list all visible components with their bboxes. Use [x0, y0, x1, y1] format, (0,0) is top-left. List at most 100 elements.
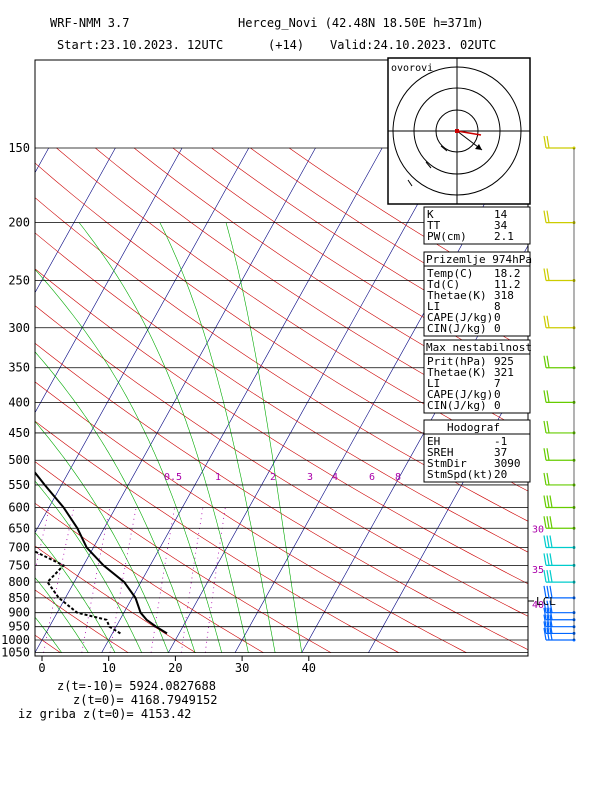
pressure-tick-label: 200: [8, 216, 30, 230]
mixing-ratio-line: [204, 507, 226, 653]
panel-value: 0: [494, 311, 501, 324]
dry-adiabat-line: [35, 502, 264, 653]
wind-barb: [543, 355, 576, 370]
pressure-tick-label: 850: [8, 591, 30, 605]
dry-adiabat-line: [172, 147, 528, 378]
wind-barb: [543, 553, 576, 567]
right-axis-labels: 30 35 40: [532, 524, 544, 611]
footer-line2: z(t=0)= 4168.7949152: [73, 693, 218, 707]
panel-key: CAPE(J/kg): [427, 388, 493, 401]
dry-adiabat-line: [35, 461, 332, 653]
wind-barb: [543, 448, 576, 462]
isotherm-line: [35, 147, 116, 294]
wind-barb: [543, 135, 576, 150]
panel-value: 0: [494, 322, 501, 335]
hodograph: ovorovi: [387, 57, 531, 205]
moist-adiabat-line: [0, 281, 8, 653]
isotherm-line: [35, 147, 316, 653]
panel-key: Temp(C): [427, 267, 473, 280]
panel-key: Thetae(K): [427, 366, 487, 379]
panel-value: 0: [494, 388, 501, 401]
pressure-tick-label: 1050: [1, 646, 30, 660]
pressure-tick-label: 1000: [1, 633, 30, 647]
pressure-tick-label: 700: [8, 540, 30, 554]
wind-barb: [543, 570, 576, 584]
pressure-tick-label: 550: [8, 478, 30, 492]
mixing-ratio-label: 2: [270, 472, 276, 483]
temperature-tick-label: 30: [235, 661, 249, 675]
pressure-tick-label: 600: [8, 501, 30, 515]
wind-barb: [543, 390, 576, 404]
panel-key: CIN(J/kg): [427, 322, 487, 335]
panel-frame: [423, 339, 531, 414]
wind-barb: [543, 535, 576, 549]
panel-value: 925: [494, 355, 514, 368]
moist-adiabat-line: [35, 351, 196, 653]
panel-key: StmDir: [427, 457, 467, 470]
temperature-tick-label: 20: [168, 661, 182, 675]
pressure-tick-label: 500: [8, 453, 30, 467]
pressure-tick-label: 750: [8, 558, 30, 572]
panel-value: 318: [494, 289, 514, 302]
pressure-tick-label: 900: [8, 606, 30, 620]
mixing-ratio-label: 0.5: [164, 472, 182, 483]
moist-adiabat-line: [78, 222, 249, 653]
temperature-tick-label: 10: [101, 661, 115, 675]
panel-value: 18.2: [494, 267, 521, 280]
panel-value: 37: [494, 446, 507, 459]
mixing-ratio-line: [81, 507, 111, 653]
panel-title: Hodograf: [447, 421, 500, 434]
temperature-tick-label: 0: [38, 661, 45, 675]
pressure-tick-label: 450: [8, 426, 30, 440]
footer-line3: iz griba z(t=0)= 4153.42: [18, 707, 191, 721]
svg-text:LCL: LCL: [536, 595, 556, 608]
pressure-tick-label: 300: [8, 321, 30, 335]
start-label: Start:23.10.2023. 12UTC: [57, 38, 223, 52]
isotherm-line: [168, 147, 450, 653]
panel-title: Max nestabilnost: [426, 341, 532, 354]
right-axis-label: 30: [532, 524, 544, 535]
moist-adiabat-line: [159, 222, 276, 653]
hodograph-label: ovorovi: [391, 63, 433, 74]
pressure-tick-label: 650: [8, 521, 30, 535]
panel-value: 34: [494, 219, 508, 232]
dewpoint-profile: [35, 550, 121, 635]
moist-adiabat-line: [35, 269, 222, 653]
wind-barbs: [543, 135, 576, 642]
panel-title: Prizemlje 974hPa: [426, 253, 532, 266]
panel-key: SREH: [427, 446, 454, 459]
wind-barb: [543, 627, 576, 642]
mixing-ratio-label: 4: [332, 472, 338, 483]
panel-value: 8: [494, 300, 501, 313]
wind-barb: [543, 495, 576, 510]
wind-barb: [543, 420, 576, 435]
temperature-tick-label: 40: [302, 661, 316, 675]
dry-adiabat-line: [211, 147, 528, 351]
panel-key: LI: [427, 377, 440, 390]
pressure-tick-label: 800: [8, 575, 30, 589]
wind-barb: [543, 516, 576, 530]
pressure-tick-label: 950: [8, 620, 30, 634]
panel-value: -1: [494, 435, 507, 448]
mixing-ratio-line: [180, 507, 204, 653]
pressure-tick-label: 150: [8, 141, 30, 155]
dry-adiabat-line: [35, 420, 399, 653]
moist-adiabat-line: [35, 576, 89, 653]
panel-key: PW(cm): [427, 230, 467, 243]
panel-frame: [423, 419, 531, 483]
mixing-ratio-grid: [35, 507, 226, 653]
right-axis-label: 35: [532, 565, 544, 576]
panel-frame: [423, 206, 531, 245]
dry-adiabat-line: [35, 381, 467, 653]
panel-key: StmSpd(kt): [427, 468, 493, 481]
pressure-tick-label: 350: [8, 361, 30, 375]
moist-adiabat-line: [225, 222, 303, 653]
moist-adiabat-grid: [0, 222, 303, 653]
pressure-tick-label: 400: [8, 395, 30, 409]
panel-value: 20: [494, 468, 507, 481]
indices-panel: K 14 TT 34 PW(cm) 2.1: [423, 206, 531, 245]
